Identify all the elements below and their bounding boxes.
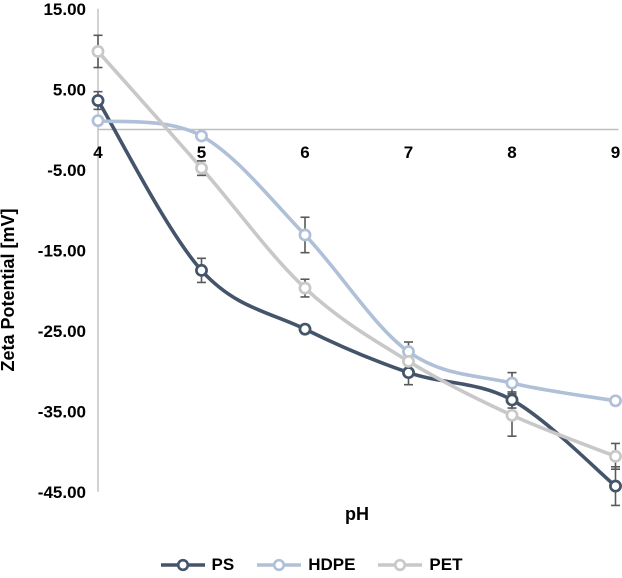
x-axis-title: pH	[345, 504, 369, 524]
legend-marker-ps-icon	[160, 558, 205, 571]
legend-label-ps: PS	[211, 555, 235, 574]
marker-hdpe-ph8	[505, 376, 519, 390]
marker-ps-ph8	[505, 393, 519, 407]
y-tick-label: -15.00	[38, 241, 86, 260]
marker-ps-ph4	[91, 94, 105, 107]
plot-generated-layer: 15.00 5.00 -5.00 -15.00 -25.00 -35.00 -45.00 4 5…	[38, 0, 622, 507]
marker-pet-ph8	[505, 408, 519, 422]
y-tick-label: -25.00	[38, 322, 86, 341]
legend: PS HDPE PET	[0, 556, 622, 573]
marker-pet-ph6	[298, 281, 312, 295]
marker-hdpe-ph5	[195, 129, 208, 143]
x-tick-label: 7	[404, 143, 413, 162]
y-axis-title: Zeta Potential [mV]	[0, 208, 18, 371]
legend-marker-pet-icon	[378, 558, 423, 571]
marker-ps-ph9	[609, 479, 622, 493]
legend-marker-hdpe-icon	[257, 558, 302, 571]
y-tick-label: 5.00	[53, 80, 86, 99]
marker-ps-ph6	[298, 322, 312, 336]
y-tick-label: 15.00	[43, 0, 86, 19]
series-line-pet	[96, 49, 618, 459]
marker-pet-ph7	[402, 354, 415, 368]
x-tick-label: 9	[611, 143, 620, 162]
marker-pet-ph5	[195, 161, 208, 175]
x-tick-label: 6	[300, 143, 309, 162]
marker-hdpe-ph9	[609, 394, 622, 408]
legend-item-pet: PET	[377, 556, 462, 573]
marker-pet-ph4	[91, 44, 105, 58]
marker-ps-ph5	[195, 263, 208, 277]
x-tick-label: 5	[197, 143, 206, 162]
series-line-hdpe	[96, 118, 618, 403]
y-tick-label: -45.00	[38, 483, 86, 502]
y-tick-label: -35.00	[38, 402, 86, 421]
legend-label-pet: PET	[429, 555, 463, 574]
legend-item-ps: PS	[160, 555, 235, 574]
marker-hdpe-ph4	[91, 114, 105, 128]
series-line-ps	[96, 98, 618, 488]
legend-item-hdpe: HDPE	[256, 556, 355, 573]
y-tick-label: -5.00	[47, 161, 86, 180]
marker-hdpe-ph6	[298, 228, 312, 242]
x-tick-label: 8	[507, 143, 516, 162]
marker-ps-ph7	[402, 366, 415, 380]
legend-label-hdpe: HDPE	[308, 555, 356, 574]
x-tick-label: 4	[93, 143, 103, 162]
marker-pet-ph9	[609, 449, 622, 463]
